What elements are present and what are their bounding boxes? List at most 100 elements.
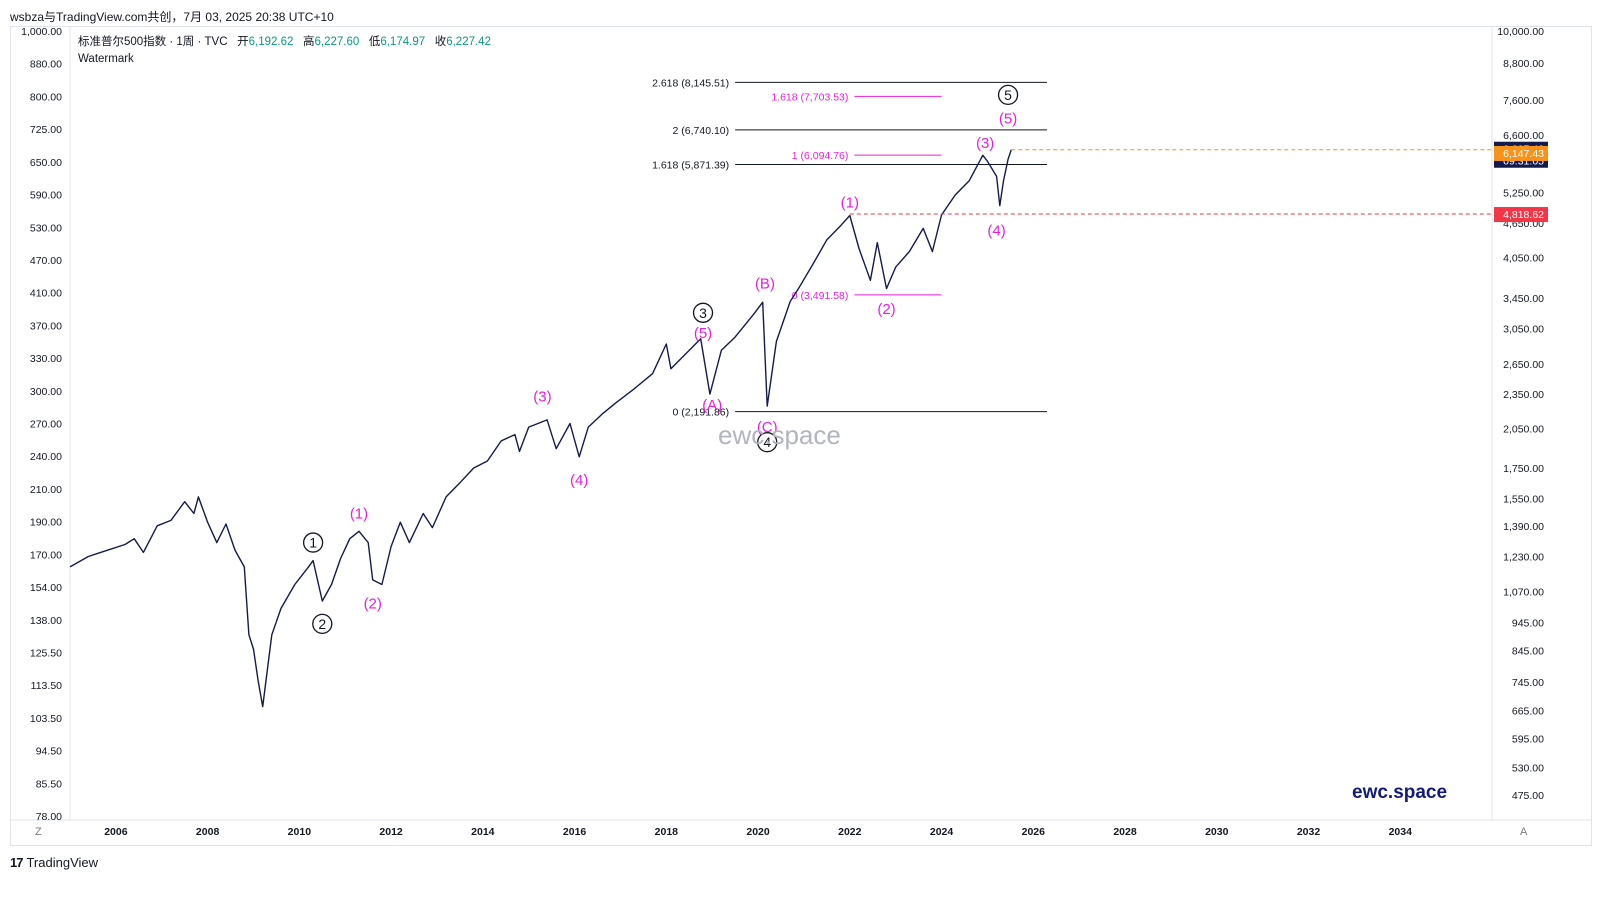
left-axis-tick-0: 1,000.00 [21, 26, 62, 38]
price-tag-bg-2 [1494, 207, 1548, 223]
left-axis-tick-13: 240.00 [30, 451, 62, 463]
legend-close-value: 6,227.42 [446, 36, 491, 48]
wave-circle-1 [312, 613, 333, 635]
legend-close-label: 收 [434, 36, 447, 48]
wave-label-5: (4) [570, 472, 588, 489]
chart-frame [10, 26, 1592, 846]
wave-circle-6 [692, 302, 714, 323]
x-axis-tick-0: 2006 [104, 826, 128, 838]
wave-label-3: (2) [364, 595, 382, 612]
price-series-line [69, 149, 1012, 708]
right-axis-tick-13: 1,550.00 [1503, 493, 1544, 505]
legend-low-label: 低 [368, 36, 381, 48]
right-axis-tick-10: 2,350.00 [1503, 389, 1544, 401]
right-axis-tick-0: 10,000.00 [1497, 26, 1544, 38]
tradingview-logo[interactable]: 17 TradingView [10, 855, 98, 870]
fib-level-label-4: 1.618 (5,871.39) [652, 159, 729, 171]
x-axis-tick-12: 2030 [1205, 826, 1229, 838]
fib-level-label-1: 1.618 (7,703.53) [771, 91, 848, 103]
left-axis-tick-19: 125.50 [30, 647, 62, 659]
right-axis-tick-4: 5,250.00 [1503, 188, 1544, 200]
right-axis-tick-16: 1,070.00 [1503, 586, 1544, 598]
wave-label-0: 1 [309, 535, 317, 551]
right-axis-tick-8: 3,050.00 [1503, 324, 1544, 336]
left-axis-tick-1: 880.00 [30, 59, 62, 71]
left-axis-tick-7: 470.00 [30, 255, 62, 267]
wave-label-11: 4 [763, 434, 771, 450]
chart-caption: wsbza与TradingView.com共创，7月 03, 2025 20:3… [10, 10, 334, 24]
x-axis-tick-4: 2014 [471, 826, 495, 838]
legend-watermark-label[interactable]: Watermark [78, 53, 134, 65]
tradingview-logo-text: TradingView [26, 855, 99, 870]
z-button[interactable]: Z [35, 826, 42, 838]
x-axis-tick-2: 2010 [288, 826, 312, 838]
left-axis-tick-17: 154.00 [30, 582, 62, 594]
x-axis-tick-14: 2034 [1389, 826, 1413, 838]
wave-circle-0 [302, 532, 324, 553]
wave-label-17: (5) [999, 111, 1017, 128]
fib-level-label-2: 2 (6,740.10) [673, 125, 730, 137]
wave-label-4: (3) [533, 388, 551, 405]
left-axis-tick-18: 138.00 [30, 615, 62, 627]
right-axis-tick-18: 845.00 [1512, 646, 1544, 658]
legend-high-value: 6,227.60 [314, 36, 360, 48]
chart-legend: 标准普尔500指数 · 1周 · TVC 开6,192.62 高6,227.60… [78, 34, 491, 68]
right-axis-tick-9: 2,650.00 [1503, 359, 1544, 371]
right-axis-tick-22: 530.00 [1512, 763, 1544, 775]
fib-level-label-3: 1 (6,094.76) [792, 150, 849, 162]
watermark-text: ewc.space [718, 420, 841, 450]
right-axis-tick-2: 7,600.00 [1503, 95, 1544, 107]
price-tag-label-1: 6,147.43 [1503, 148, 1544, 160]
right-axis-tick-6: 4,050.00 [1503, 253, 1544, 265]
wave-circle-11 [757, 432, 778, 453]
left-axis-tick-6: 530.00 [30, 222, 62, 234]
wave-label-6: 3 [699, 305, 707, 321]
left-axis-tick-3: 725.00 [30, 124, 62, 136]
right-axis-tick-20: 665.00 [1512, 706, 1544, 718]
fib-level-label-5: 0 (3,491.58) [792, 290, 849, 302]
left-axis-tick-2: 800.00 [30, 91, 62, 103]
wave-label-1: 2 [318, 616, 326, 632]
left-axis-tick-10: 330.00 [30, 353, 62, 365]
legend-symbol[interactable]: 标准普尔500指数 · 1周 · TVC [78, 36, 228, 48]
wave-label-13: (2) [877, 301, 895, 318]
x-axis-tick-6: 2018 [655, 826, 679, 838]
x-axis-tick-10: 2026 [1022, 826, 1046, 838]
left-axis-tick-9: 370.00 [30, 320, 62, 332]
right-axis-tick-15: 1,230.00 [1503, 551, 1544, 563]
price-tag-bg-1 [1494, 145, 1548, 161]
right-axis-tick-21: 595.00 [1512, 734, 1544, 746]
left-axis-tick-14: 210.00 [30, 484, 62, 496]
legend-low-value: 6,174.97 [380, 36, 426, 48]
right-axis-tick-7: 3,450.00 [1503, 293, 1544, 305]
wave-label-15: (4) [987, 223, 1005, 240]
left-axis-tick-22: 94.50 [36, 746, 62, 758]
x-axis-tick-9: 2024 [930, 826, 954, 838]
left-axis-tick-20: 113.50 [31, 680, 62, 692]
wave-label-8: (A) [702, 397, 722, 414]
left-axis-tick-15: 190.00 [30, 517, 62, 529]
right-axis-tick-3: 6,600.00 [1503, 130, 1544, 142]
a-button[interactable]: A [1520, 826, 1528, 838]
right-axis-tick-1: 8,800.00 [1503, 58, 1544, 70]
legend-open-value: 6,192.62 [248, 36, 294, 48]
x-axis-tick-3: 2012 [379, 826, 403, 838]
x-axis-tick-8: 2022 [838, 826, 862, 838]
x-axis-tick-1: 2008 [196, 826, 220, 838]
x-axis-tick-11: 2028 [1113, 826, 1137, 838]
wave-label-14: (3) [976, 135, 994, 152]
wave-circle-16 [997, 84, 1019, 106]
right-axis-tick-14: 1,390.00 [1503, 521, 1544, 533]
fib-level-label-0: 2.618 (8,145.51) [652, 77, 729, 89]
left-axis-tick-23: 85.50 [36, 778, 62, 790]
right-axis-tick-19: 745.00 [1512, 677, 1544, 689]
legend-high-label: 高 [302, 36, 315, 48]
x-axis-tick-7: 2020 [746, 826, 770, 838]
wave-label-10: (C) [757, 419, 778, 436]
x-axis-tick-5: 2016 [563, 826, 587, 838]
right-axis-tick-23: 475.00 [1512, 790, 1544, 802]
right-axis-tick-12: 1,750.00 [1503, 463, 1544, 475]
left-axis-tick-12: 270.00 [30, 419, 62, 431]
left-axis-tick-24: 78.00 [36, 811, 62, 823]
